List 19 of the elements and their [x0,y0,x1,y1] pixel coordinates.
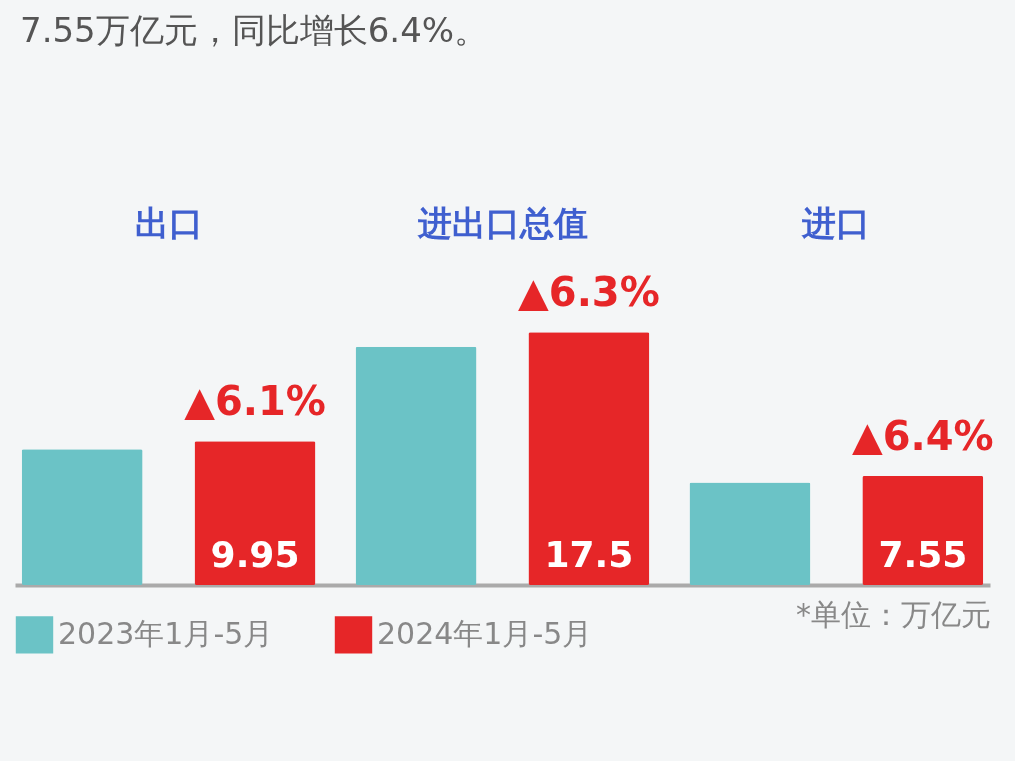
annotation: ▲6.1% [184,378,326,425]
text: *单位：万亿元 [796,596,991,634]
x-tick-label: 出口 [134,203,203,243]
bar [862,475,984,585]
data-label: 17.5 [544,534,634,575]
bar [528,332,650,585]
bar [355,346,477,585]
bar [194,441,316,585]
bar [689,482,811,585]
data-label: 9.95 [210,534,300,575]
legend-label: 2024年1月-5月 [377,615,593,651]
bar [21,449,143,585]
chart-title: 7.55万亿元，同比增长6.4%。 [19,9,490,52]
text: ▲6.3% [518,269,660,316]
data-label: 7.55 [878,534,968,575]
annotation: ▲6.4% [851,412,994,459]
legend-label: 2023年1月-5月 [58,615,274,651]
x-tick-label: 进口 [801,203,871,243]
x-tick-label: 进出口总值 [416,203,588,243]
